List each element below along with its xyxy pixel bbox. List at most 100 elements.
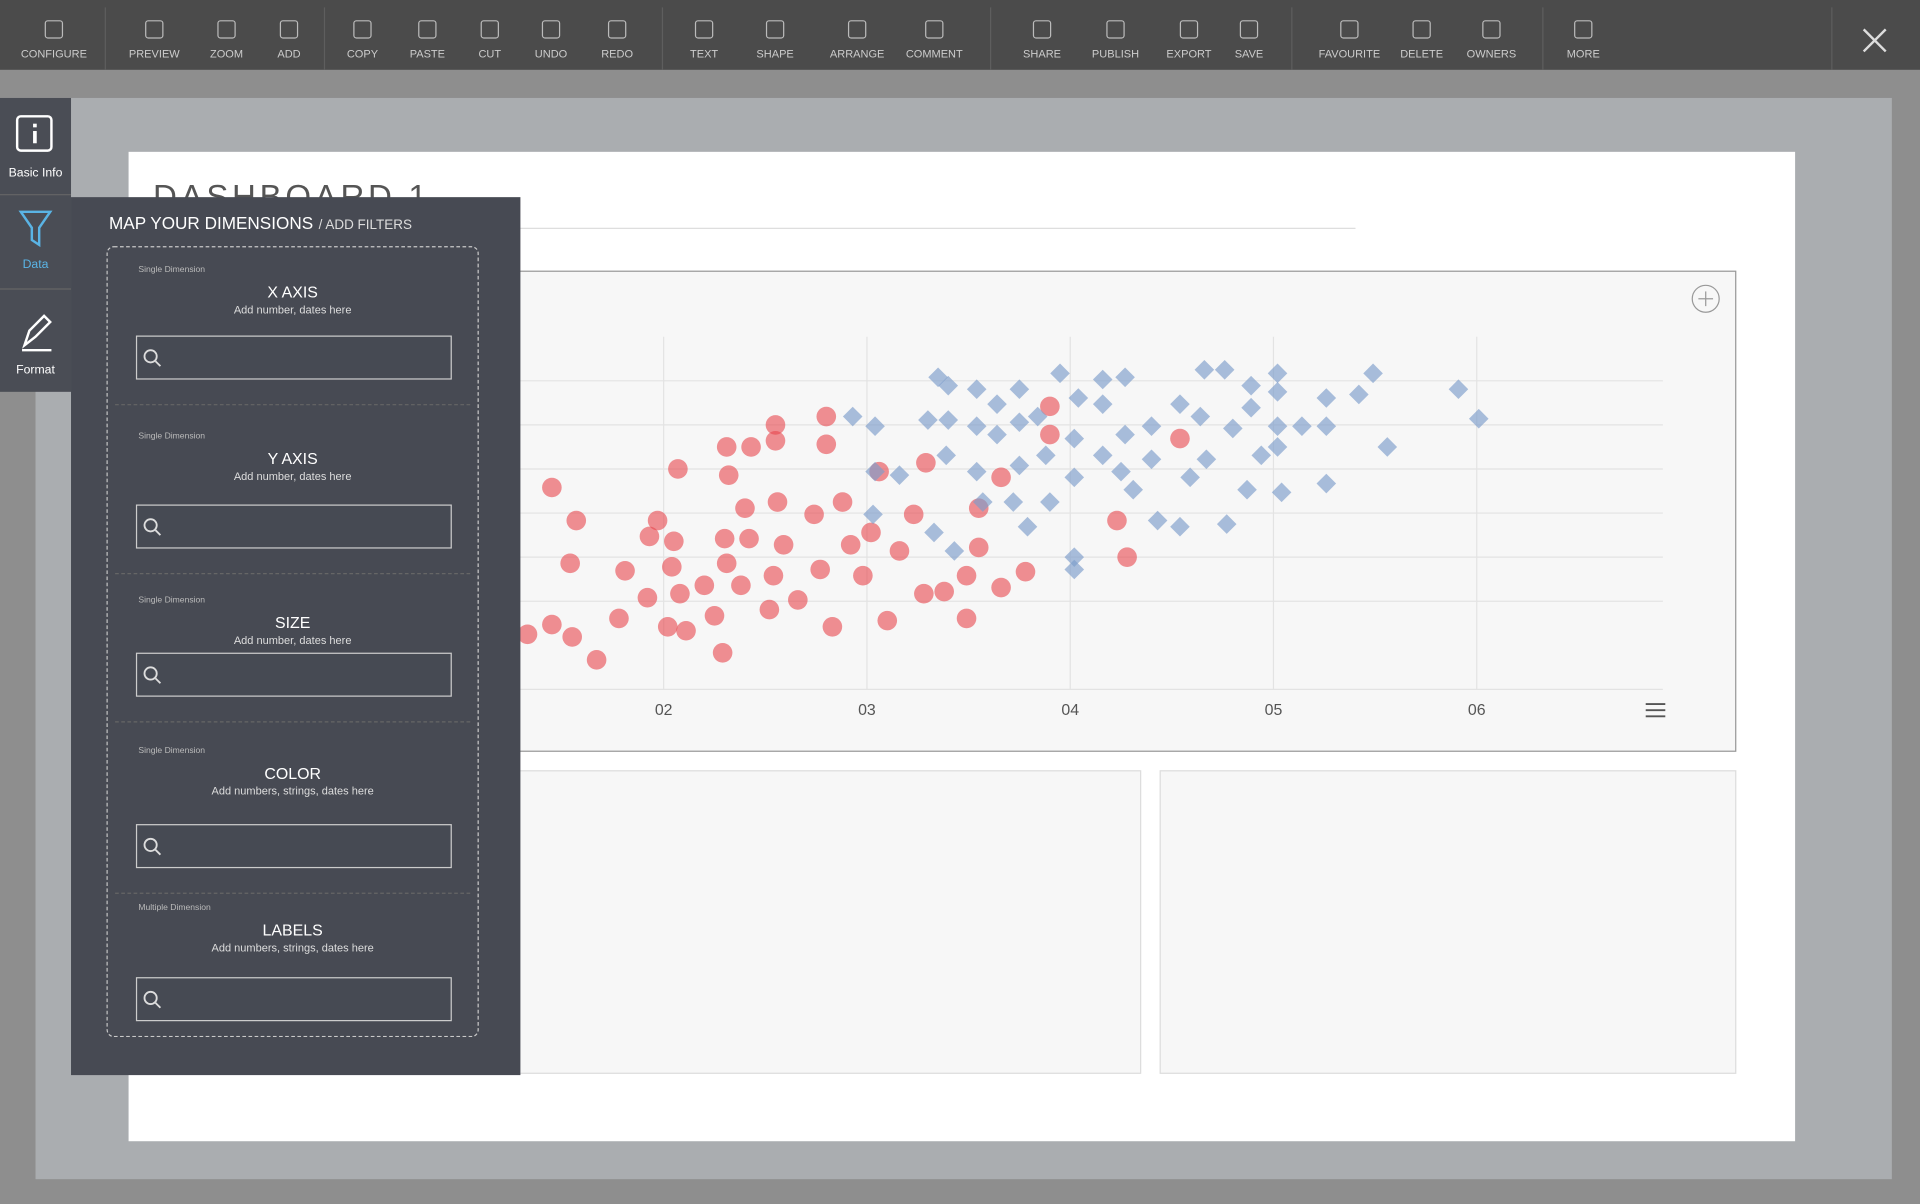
toolbar-icon[interactable] [694, 20, 714, 39]
point [637, 587, 658, 608]
toolbar-button[interactable]: REDO [601, 47, 634, 61]
toolbar-button[interactable]: COPY [346, 47, 379, 61]
point [1251, 445, 1272, 466]
point [918, 410, 938, 430]
point [810, 559, 830, 580]
point [956, 565, 977, 586]
search-box[interactable] [135, 824, 452, 869]
toolbar-button[interactable]: TEXT [689, 47, 719, 61]
close-button[interactable] [1862, 28, 1887, 53]
toolbar-icon[interactable] [541, 20, 561, 39]
toolbar-button[interactable]: UNDO [534, 47, 568, 61]
search-box[interactable] [135, 504, 452, 549]
panel-subtitle[interactable]: / ADD FILTERS [318, 217, 412, 233]
toolbar-button[interactable]: MORE [1566, 47, 1600, 61]
toolbar-button[interactable]: COMMENT [905, 47, 963, 61]
point [767, 492, 788, 512]
toolbar-icon[interactable] [1106, 20, 1125, 39]
toolbar-icon[interactable] [217, 20, 236, 39]
toolbar-icon[interactable] [145, 20, 164, 39]
sidebar-item[interactable]: Format [16, 363, 55, 378]
toolbar-button[interactable]: ADD [277, 47, 301, 61]
sidebar-item[interactable]: Data [22, 258, 49, 272]
search-box[interactable] [135, 335, 452, 380]
toolbar-button[interactable]: ARRANGE [829, 47, 885, 61]
point [1468, 408, 1489, 429]
point [1170, 394, 1190, 414]
toolbar-button[interactable]: PUBLISH [1091, 47, 1140, 61]
point [934, 581, 954, 602]
point [1092, 445, 1113, 466]
search-box[interactable] [135, 977, 452, 1022]
toolbar-icon[interactable] [1340, 20, 1359, 39]
toolbar-button[interactable]: ZOOM [210, 47, 244, 61]
toolbar-button[interactable]: PASTE [409, 47, 446, 61]
toolbar-icon[interactable] [1412, 20, 1431, 39]
toolbar-button[interactable]: CONFIGURE [20, 47, 87, 61]
empty-card [1159, 770, 1737, 1074]
point [863, 504, 883, 525]
toolbar-button[interactable]: SHAPE [756, 47, 794, 61]
point [903, 504, 924, 525]
point [704, 605, 725, 626]
toolbar-button[interactable]: CUT [478, 47, 502, 61]
point [560, 553, 580, 574]
toolbar-icon[interactable] [847, 20, 867, 39]
toolbar-icon[interactable] [607, 20, 627, 39]
dimension-title: X AXIS [267, 282, 318, 302]
point [1064, 467, 1085, 488]
expand-icon[interactable] [1691, 284, 1720, 313]
toolbar-icon[interactable] [1239, 20, 1259, 39]
toolbar-icon[interactable] [765, 20, 785, 39]
point [916, 453, 936, 473]
point [991, 577, 1011, 598]
toolbar-button[interactable]: EXPORT [1166, 47, 1212, 61]
point [1267, 437, 1288, 457]
sidebar-item[interactable]: Basic Info [8, 166, 63, 181]
point [1040, 492, 1060, 512]
toolbar-icon[interactable] [1574, 20, 1593, 39]
point [741, 437, 761, 457]
point [639, 526, 660, 547]
point [822, 616, 843, 637]
search-box[interactable] [135, 652, 452, 697]
toolbar-icon[interactable] [925, 20, 944, 39]
toolbar-button[interactable]: PREVIEW [128, 47, 180, 61]
toolbar-button[interactable]: SAVE [1234, 47, 1264, 61]
toolbar-button[interactable]: FAVOURITE [1318, 47, 1381, 61]
section-separator [115, 892, 471, 894]
point [609, 608, 629, 629]
dimension-description: Add number, dates here [233, 470, 352, 483]
point [1267, 363, 1288, 384]
point [1237, 479, 1257, 500]
toolbar-icon[interactable] [480, 20, 499, 39]
point [1267, 416, 1288, 437]
point [1316, 388, 1337, 408]
point [1377, 437, 1398, 457]
point [586, 650, 607, 670]
toolbar-button[interactable]: SHARE [1023, 47, 1062, 61]
toolbar-icon[interactable] [353, 20, 372, 39]
point [1064, 428, 1085, 449]
dimension-hint: Multiple Dimension [138, 903, 211, 913]
toolbar-icon[interactable] [1482, 20, 1501, 39]
panel-heading: MAP YOUR DIMENSIONS / ADD FILTERS [109, 213, 412, 235]
point [1196, 449, 1217, 470]
toolbar-icon[interactable] [1179, 20, 1199, 39]
toolbar-icon[interactable] [1032, 20, 1052, 39]
toolbar-button[interactable]: OWNERS [1466, 47, 1517, 61]
toolbar-button[interactable]: DELETE [1400, 47, 1444, 61]
point [1092, 394, 1113, 414]
toolbar-icons [44, 7, 1887, 70]
toolbar-icon[interactable] [44, 20, 64, 39]
point [938, 410, 959, 430]
point [877, 610, 898, 631]
point [712, 643, 733, 663]
toolbar-icon[interactable] [279, 20, 299, 39]
filter-icon[interactable] [1645, 703, 1666, 718]
point [763, 565, 784, 586]
point [1036, 445, 1056, 466]
toolbar-icon[interactable] [418, 20, 437, 39]
